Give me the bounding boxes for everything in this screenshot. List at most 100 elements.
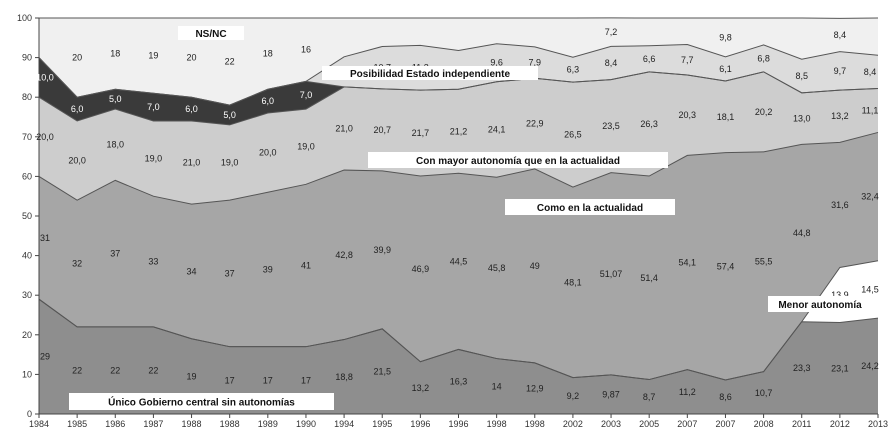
data-label: 7,7: [681, 55, 694, 65]
data-label: 8,6: [719, 392, 732, 402]
y-tick-label: 70: [22, 132, 32, 142]
boundary-line-2: [38, 131, 879, 205]
data-label: 20: [72, 53, 82, 63]
data-label: 8,5: [795, 71, 808, 81]
data-label: 5,0: [109, 94, 122, 104]
data-label: 39,9: [373, 245, 391, 255]
y-tick-label: 100: [17, 13, 32, 23]
band-label-box: [505, 199, 675, 215]
data-label: 51,4: [640, 273, 658, 283]
area-0: [39, 299, 878, 414]
data-label: 32: [72, 259, 82, 269]
data-label: 9,6: [490, 58, 503, 68]
data-label: 6,8: [757, 53, 770, 63]
band-label: Menor autonomía: [778, 300, 862, 311]
data-label: 32,4: [861, 192, 879, 202]
data-label: 42,8: [335, 250, 353, 260]
data-label: 18,0: [107, 140, 125, 150]
data-label: 37: [225, 268, 235, 278]
boundary-line-1: [38, 260, 879, 381]
band-label: Posibilidad Estado independiente: [350, 69, 510, 80]
data-label: 37: [110, 249, 120, 259]
data-label: 7,2: [605, 27, 618, 37]
data-label: 5,0: [223, 110, 236, 120]
area-4: [39, 57, 878, 125]
data-label: 9,2: [567, 391, 580, 401]
data-label: 22: [148, 365, 158, 375]
data-label: 33: [148, 257, 158, 267]
data-label: 21,0: [335, 123, 353, 133]
y-tick-label: 90: [22, 53, 32, 63]
data-label: 18,1: [717, 112, 735, 122]
y-tick-label: 0: [27, 409, 32, 419]
data-label: 22: [110, 365, 120, 375]
data-label: 9,8: [719, 32, 732, 42]
data-label: 34: [187, 266, 197, 276]
band-label-box: [69, 393, 334, 410]
data-label: 9,7: [834, 66, 847, 76]
x-tick-label: 1988: [220, 419, 240, 429]
band-label: Como en la actualidad: [537, 203, 643, 214]
data-label: 18: [110, 49, 120, 59]
data-labels: 29 22 22 22 19 17 17 17 18,8 21,5 13,2 16,3 14 12,9 9,…: [36, 27, 879, 402]
data-label: 10,0: [36, 72, 54, 82]
x-tick-label: 2007: [715, 419, 735, 429]
x-tick-label: 2002: [563, 419, 583, 429]
axes: 0 10 20 30 40 50 60 70 80 90 100 1984 1985 1986 1987 19…: [17, 13, 888, 429]
data-label: 21,0: [183, 158, 201, 168]
x-tick-label: 1994: [334, 419, 354, 429]
data-label: 17: [225, 375, 235, 385]
data-label: 19: [187, 371, 197, 381]
x-tick-label: 1995: [372, 419, 392, 429]
x-tick-label: 2008: [754, 419, 774, 429]
data-label: 22: [225, 57, 235, 67]
x-tick-label: 1998: [487, 419, 507, 429]
data-label: 13,9: [831, 290, 849, 300]
x-tick-label: 2012: [830, 419, 850, 429]
data-label: 6,0: [185, 104, 198, 114]
y-tick-label: 30: [22, 290, 32, 300]
data-label: 23,1: [831, 363, 849, 373]
data-label: 17: [301, 375, 311, 385]
data-label: 24,2: [861, 361, 879, 371]
boundary-line-6: [39, 17, 879, 19]
data-label: 14: [492, 381, 502, 391]
data-label: 23,3: [793, 363, 811, 373]
data-label: 31: [40, 233, 50, 243]
data-label: 8,7: [643, 392, 656, 402]
x-tick-label: 1996: [448, 419, 468, 429]
band-label: NS/NC: [195, 29, 226, 40]
data-label: 8,4: [605, 58, 618, 68]
data-label: 26,5: [564, 130, 582, 140]
data-label: 21,5: [373, 366, 391, 376]
y-tick-label: 60: [22, 171, 32, 181]
boundary-lines: [38, 17, 879, 381]
data-label: 20,0: [259, 148, 277, 158]
x-tick-label: 2011: [792, 419, 811, 429]
data-label: 16: [301, 45, 311, 55]
band-label-box: [178, 26, 244, 40]
band-label: Único Gobierno central sin autonomías: [108, 396, 295, 409]
data-label: 19,0: [297, 142, 315, 152]
data-label: 22,9: [526, 119, 544, 129]
data-label: 20,3: [679, 110, 697, 120]
data-label: 20: [187, 53, 197, 63]
band-label-box: [322, 66, 538, 80]
y-tick-label: 10: [22, 369, 32, 379]
x-tick-label: 1996: [410, 419, 430, 429]
data-label: 7,0: [300, 90, 313, 100]
data-label: 6,0: [262, 96, 275, 106]
data-label: 16,3: [450, 377, 468, 387]
x-tick-label: 2005: [639, 419, 659, 429]
area-3: [39, 71, 878, 205]
data-label: 14,5: [861, 284, 879, 294]
data-label: 20,7: [373, 125, 391, 135]
data-label: 46,9: [412, 264, 430, 274]
data-label: 6,0: [71, 104, 84, 114]
data-label: 22: [72, 365, 82, 375]
data-label: 7,9: [529, 58, 542, 68]
data-label: 12,9: [526, 383, 544, 393]
data-label: 8,4: [864, 67, 877, 77]
boundary-line-5: [38, 43, 879, 106]
